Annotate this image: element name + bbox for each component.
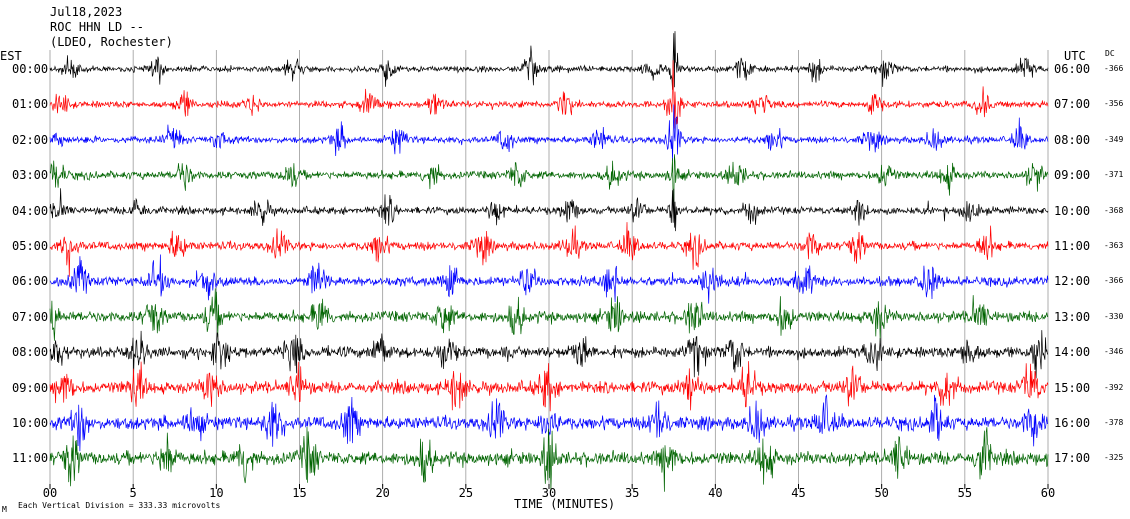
est-hour-label: 03:00 (12, 168, 49, 183)
dc-offset-value: -363 (1104, 241, 1124, 250)
trace-row-0600 (49, 254, 1049, 304)
x-tick-label-30: 30 (542, 486, 556, 500)
est-hour-label: 07:00 (12, 309, 49, 324)
utc-hour-label: 08:00 (1054, 132, 1091, 147)
est-hour-label: 01:00 (12, 97, 49, 112)
dc-offset-value: -330 (1104, 311, 1124, 321)
x-tick-label-0: 00 (43, 486, 57, 500)
dc-offset-value: -349 (1104, 134, 1124, 144)
utc-hour-label: 16:00 (1054, 416, 1091, 430)
est-hour-label: 02:00 (12, 132, 49, 147)
header-date: Jul18,2023 (50, 5, 123, 19)
utc-hour-label: 12:00 (1054, 274, 1091, 289)
est-hour-label: 00:00 (12, 62, 49, 76)
trace-row-0500 (49, 222, 1049, 277)
trace-row-0800 (49, 330, 1049, 379)
time-gridlines (49, 50, 1049, 486)
dc-offset-value: -378 (1104, 418, 1124, 427)
trace-row-0300 (49, 154, 1049, 204)
dc-offset-value: -366 (1104, 276, 1124, 286)
dc-offset-value: -366 (1104, 64, 1124, 73)
est-hour-label: 11:00 (12, 451, 49, 466)
header-network: (LDEO, Rochester) (50, 35, 173, 49)
trace-row-0400 (49, 188, 1049, 232)
x-tick-label-5: 5 (130, 486, 137, 500)
trace-row-0700 (49, 288, 1049, 343)
est-hour-label: 08:00 (12, 345, 49, 360)
trace-row-0000 (49, 31, 1049, 90)
x-tick-label-50: 50 (874, 486, 888, 500)
x-tick-label-55: 55 (958, 486, 972, 500)
x-axis-ticks: 00 5 10 15 20 25 30 35 40 45 50 55 60 (43, 484, 1055, 500)
utc-hour-label: 10:00 (1054, 203, 1091, 218)
utc-hour-label: 06:00 (1054, 62, 1091, 76)
utc-hour-label: 15:00 (1054, 380, 1091, 395)
trace-row-1100 (49, 426, 1049, 492)
x-tick-label-40: 40 (708, 486, 722, 500)
utc-hour-label: 11:00 (1054, 239, 1091, 253)
footer-scale-text: Each Vertical Division = 333.33 microvol… (18, 501, 221, 510)
dc-offset-value: -356 (1104, 99, 1124, 109)
x-tick-label-25: 25 (459, 486, 473, 500)
x-tick-label-60: 60 (1041, 486, 1055, 500)
dc-offset-value: -392 (1104, 382, 1124, 392)
utc-hour-label: 17:00 (1054, 451, 1091, 466)
est-hour-label: 05:00 (12, 239, 49, 253)
est-axis-label: EST (0, 49, 22, 63)
footer-mark: M (2, 505, 7, 514)
trace-row-0200 (49, 104, 1049, 162)
dc-offset-value: -368 (1104, 205, 1124, 215)
dc-offset-value: -371 (1104, 170, 1124, 180)
est-hour-label: 06:00 (12, 274, 49, 289)
trace-row-0900 (49, 361, 1049, 412)
seismic-traces (49, 31, 1049, 492)
est-hour-label: 09:00 (12, 380, 49, 395)
utc-hour-label: 09:00 (1054, 168, 1091, 183)
utc-axis-label: UTC (1064, 49, 1086, 63)
utc-hour-label: 07:00 (1054, 97, 1091, 112)
x-tick-label-45: 45 (791, 486, 805, 500)
dc-label: DC (1105, 49, 1115, 58)
x-tick-label-10: 10 (209, 486, 223, 500)
x-axis-title: TIME (MINUTES) (514, 497, 616, 511)
x-tick-label-20: 20 (375, 486, 389, 500)
trace-row-0100 (49, 60, 1049, 129)
est-hour-label: 04:00 (12, 203, 49, 218)
x-tick-label-15: 15 (292, 486, 306, 500)
est-hour-label: 10:00 (12, 416, 49, 430)
header-station: ROC HHN LD -- (50, 20, 144, 34)
dc-offset-value: -325 (1104, 453, 1124, 463)
utc-hour-label: 14:00 (1054, 345, 1091, 360)
utc-hour-label: 13:00 (1054, 309, 1091, 324)
dc-offset-value: -346 (1104, 347, 1124, 357)
x-tick-label-35: 35 (625, 486, 639, 500)
